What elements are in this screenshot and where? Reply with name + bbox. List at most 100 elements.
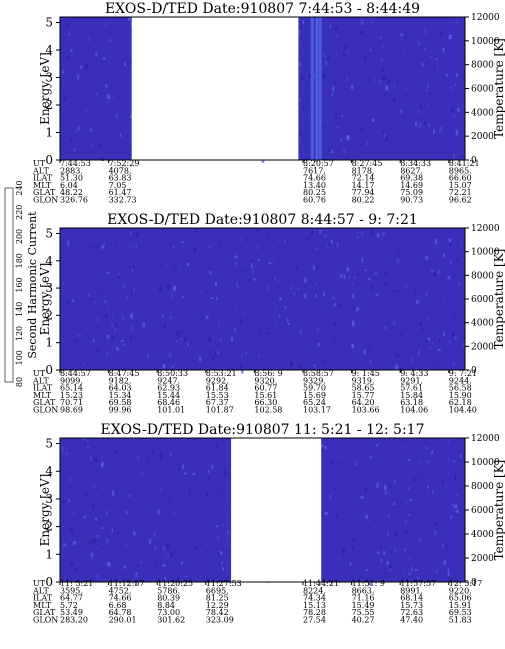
texture-speck (218, 552, 221, 556)
texture-speck (400, 109, 402, 114)
texture-speck (361, 143, 364, 146)
texture-speck (448, 34, 451, 40)
orbit-value: 65.14 (60, 384, 83, 393)
texture-speck (369, 59, 371, 62)
texture-speck (327, 56, 330, 61)
texture-speck (120, 133, 122, 138)
orbit-value: 4078. (109, 166, 132, 175)
texture-speck (79, 66, 83, 69)
orbit-value: 74.34 (303, 594, 326, 603)
texture-speck (343, 274, 346, 280)
orbit-value: 57.61 (400, 384, 423, 393)
texture-speck (216, 525, 219, 528)
texture-speck (443, 560, 447, 564)
texture-speck (194, 547, 198, 551)
texture-speck (447, 106, 449, 111)
texture-speck (442, 253, 445, 258)
texture-speck (261, 158, 265, 164)
texture-speck (70, 49, 73, 52)
texture-speck (385, 136, 388, 141)
orbit-value: 62.18 (449, 398, 472, 407)
texture-speck (303, 43, 306, 47)
texture-speck (284, 306, 287, 309)
texture-speck (439, 126, 442, 130)
orbit-value: 8:27:45 (352, 159, 383, 168)
texture-speck (83, 515, 87, 519)
y2-axis-label: Temperature [K] (492, 460, 505, 561)
orbit-value: 8965. (449, 166, 472, 175)
texture-speck (380, 558, 383, 563)
orbit-value: 70.71 (60, 398, 83, 407)
texture-speck (452, 460, 456, 463)
texture-speck (321, 124, 324, 129)
orbit-row-label: ILAT (33, 384, 53, 393)
texture-speck (180, 338, 182, 341)
texture-speck (389, 568, 392, 572)
orbit-value: 6695. (206, 586, 229, 595)
texture-speck (128, 18, 131, 21)
texture-speck (175, 340, 178, 343)
texture-speck (453, 113, 456, 118)
texture-speck (441, 543, 445, 548)
texture-speck (365, 269, 367, 272)
texture-speck (208, 245, 212, 249)
texture-speck (302, 20, 304, 24)
orbit-row-label: ALT (32, 376, 49, 385)
texture-speck (454, 475, 457, 480)
orbit-row-label: GLON (33, 196, 58, 205)
texture-speck (78, 334, 81, 337)
y-tick-label: 4 (45, 43, 53, 57)
texture-speck (427, 337, 431, 341)
texture-speck (331, 581, 333, 585)
texture-speck (336, 35, 339, 39)
texture-speck (392, 321, 396, 325)
y-axis-label: Energy [eV] (38, 52, 52, 125)
texture-speck (67, 240, 70, 246)
texture-speck (129, 145, 132, 151)
texture-speck (336, 243, 339, 247)
texture-speck (68, 499, 70, 503)
texture-speck (130, 336, 132, 341)
texture-speck (151, 450, 154, 455)
texture-speck (295, 265, 298, 269)
texture-speck (399, 477, 401, 483)
texture-speck (84, 109, 88, 113)
y2-tick-label: 8000 (471, 61, 494, 71)
orbit-value: 7617. (303, 166, 326, 175)
orbit-value: 8663. (352, 586, 375, 595)
texture-speck (115, 323, 117, 328)
texture-speck (221, 561, 223, 566)
orbit-value: 48.22 (60, 188, 83, 197)
texture-speck (451, 504, 455, 507)
orbit-value: 103.66 (352, 406, 380, 415)
orbit-value: 56.58 (449, 384, 472, 393)
y-tick-label: 1 (45, 336, 53, 350)
texture-speck (438, 130, 442, 133)
orbit-value: 11:44:21 (303, 579, 339, 588)
texture-speck (434, 530, 436, 536)
texture-speck (442, 331, 445, 336)
texture-speck (408, 458, 411, 461)
texture-speck (279, 297, 282, 301)
texture-speck (386, 86, 389, 91)
orbit-value: 104.40 (449, 406, 477, 415)
orbit-value: 9182. (109, 376, 132, 385)
texture-speck (120, 339, 124, 343)
texture-speck (95, 92, 98, 96)
orbit-value: 27.54 (303, 616, 326, 625)
orbit-value: 8627. (400, 166, 423, 175)
orbit-value: 332.73 (109, 196, 137, 205)
texture-speck (455, 21, 457, 25)
orbit-row-label: MLT (33, 181, 52, 190)
texture-speck (75, 128, 77, 133)
texture-speck (162, 364, 166, 369)
texture-speck (133, 531, 136, 536)
texture-speck (369, 347, 371, 352)
texture-speck (97, 317, 99, 322)
texture-speck (336, 125, 340, 128)
y2-tick-label: 2000 (471, 132, 494, 142)
texture-speck (315, 283, 318, 286)
texture-speck (334, 487, 338, 490)
texture-speck (447, 438, 450, 443)
texture-speck (209, 271, 212, 275)
